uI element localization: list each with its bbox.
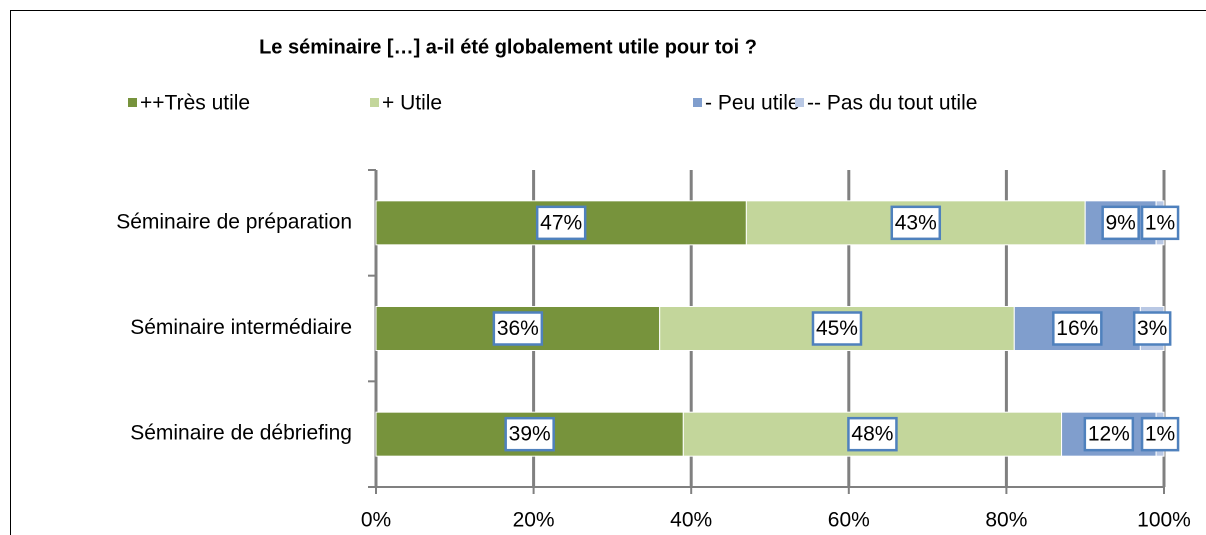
data-label: 1%	[1145, 211, 1175, 234]
x-tick-label: 0%	[361, 509, 391, 532]
data-label: 43%	[895, 211, 937, 234]
data-label: 45%	[816, 317, 858, 340]
legend-label: -- Pas du tout utile	[807, 92, 977, 115]
chart-title: Le séminaire […] a-il été globalement ut…	[259, 36, 757, 58]
data-label: 48%	[851, 423, 893, 446]
data-label: 39%	[509, 423, 551, 446]
x-tick-label: 100%	[1137, 509, 1191, 532]
y-tick-label: Séminaire de débriefing	[130, 422, 352, 445]
data-label-box	[1140, 205, 1180, 241]
data-label-box	[535, 205, 587, 241]
legend-label: ++Très utile	[140, 92, 250, 115]
x-tick-label: 60%	[828, 509, 870, 532]
x-tick-label: 20%	[513, 509, 555, 532]
legend-swatch	[795, 98, 804, 107]
y-tick-label: Séminaire intermédiaire	[130, 316, 352, 339]
legend-label: + Utile	[382, 92, 442, 115]
data-label: 12%	[1088, 423, 1130, 446]
data-label-box	[1132, 311, 1172, 346]
legend-label: - Peu utile	[705, 92, 800, 115]
data-label: 1%	[1145, 423, 1175, 446]
data-label-box	[847, 416, 898, 452]
data-label: 16%	[1056, 317, 1098, 340]
data-label-box	[1140, 416, 1180, 452]
x-tick-label: 80%	[985, 509, 1027, 532]
x-tick-label: 40%	[670, 509, 712, 532]
data-label: 3%	[1137, 317, 1167, 340]
legend-swatch	[128, 98, 137, 107]
data-label-box	[1052, 311, 1103, 346]
data-label-box	[1101, 205, 1140, 241]
data-label-box	[890, 205, 942, 241]
data-label-box	[504, 416, 555, 452]
data-label-box	[811, 311, 863, 346]
data-label-box	[492, 311, 544, 346]
legend-swatch	[693, 98, 702, 107]
data-label: 9%	[1105, 211, 1135, 234]
data-label-box	[1083, 416, 1135, 452]
data-label: 36%	[497, 317, 539, 340]
y-tick-label: Séminaire de préparation	[116, 210, 352, 233]
data-label: 47%	[540, 211, 582, 234]
legend-swatch	[370, 98, 379, 107]
